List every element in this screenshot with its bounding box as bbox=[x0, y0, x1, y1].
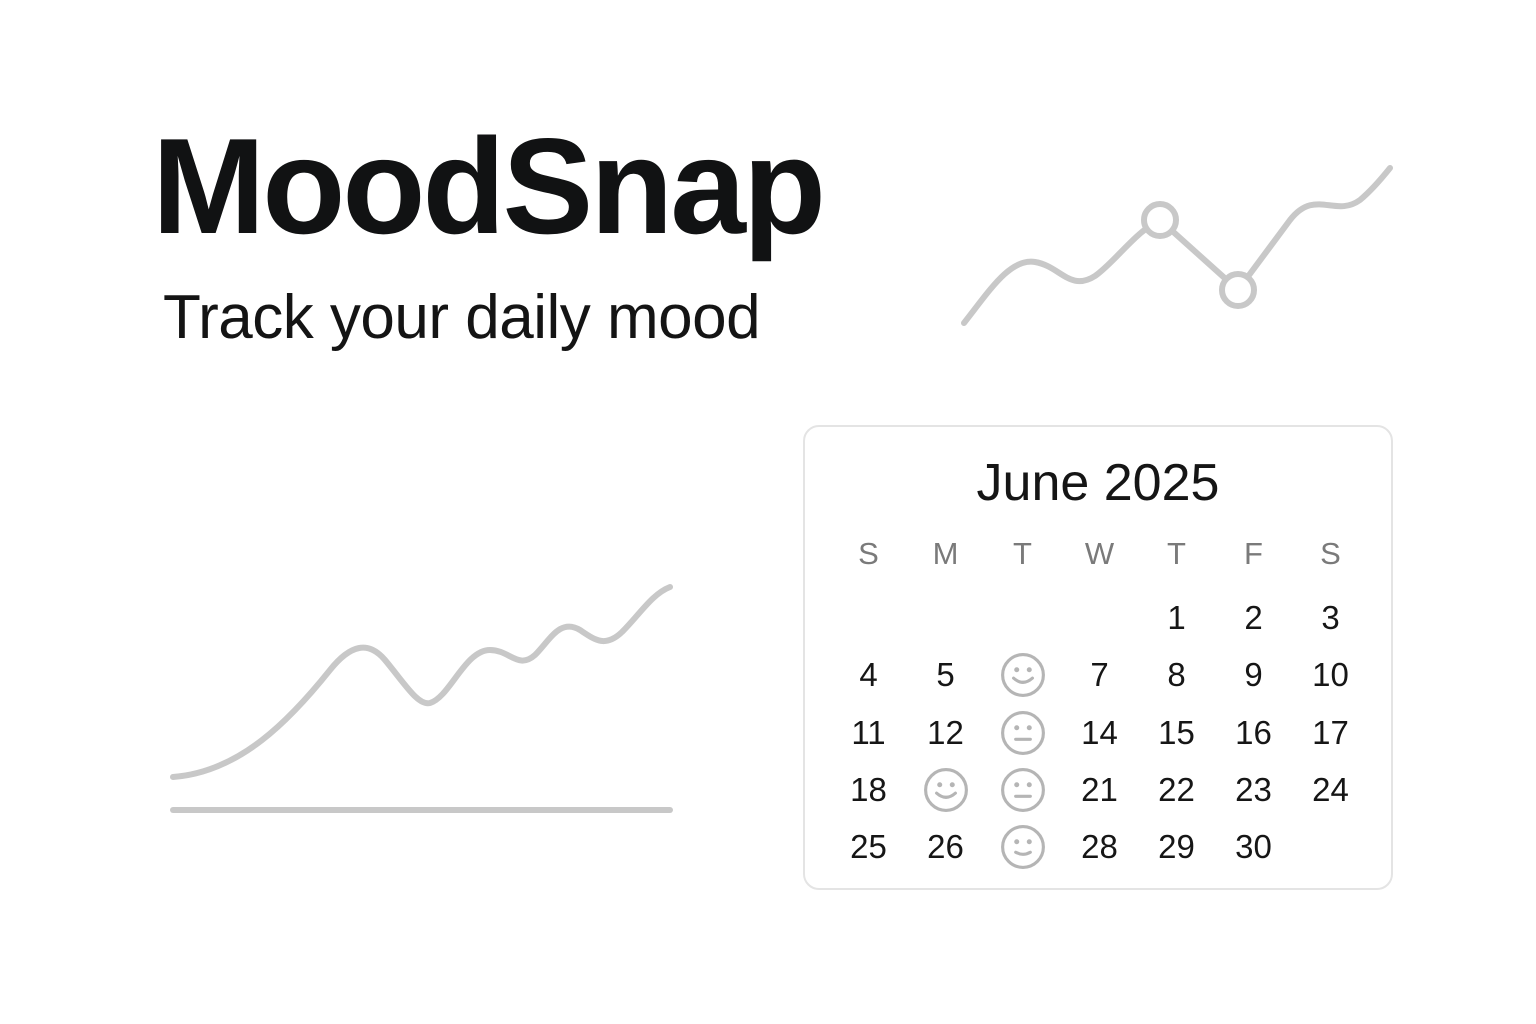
calendar-day-cell[interactable]: 11 bbox=[851, 714, 886, 751]
mood-day-cell[interactable] bbox=[984, 649, 1061, 701]
calendar-empty-cell bbox=[984, 592, 1061, 644]
calendar-day-cell[interactable]: 30 bbox=[1235, 828, 1272, 865]
calendar-day-cell[interactable]: 4 bbox=[859, 656, 878, 693]
calendar-day-cell[interactable]: 2 bbox=[1244, 599, 1263, 636]
calendar-day-cell[interactable]: 16 bbox=[1235, 714, 1272, 751]
neutral-face-icon bbox=[1000, 767, 1046, 813]
mood-trend-line bbox=[961, 165, 1393, 326]
calendar-day-cell[interactable]: 18 bbox=[850, 771, 887, 808]
calendar-empty-cell bbox=[1061, 592, 1138, 644]
weekday-sun: S bbox=[858, 536, 879, 571]
calendar-day-cell[interactable]: 8 bbox=[1167, 656, 1186, 693]
mood-day-cell[interactable] bbox=[907, 764, 984, 816]
calendar-card: June 2025 S M T W T F S 1 2 3 4 5 7 8 9 10 11 12 14… bbox=[803, 425, 1393, 890]
weekday-header: S M T W T F S bbox=[830, 537, 1369, 571]
calendar-month-label: June 2025 bbox=[976, 454, 1220, 512]
happy-face-icon bbox=[923, 767, 969, 813]
calendar-day-cell[interactable]: 3 bbox=[1321, 599, 1340, 636]
calendar-empty-cell bbox=[830, 592, 907, 644]
neutral-face-icon bbox=[1000, 710, 1046, 756]
weekday-wed: W bbox=[1084, 536, 1115, 571]
calendar-day-cell[interactable]: 9 bbox=[1244, 656, 1263, 693]
calendar-day-cell[interactable]: 29 bbox=[1158, 828, 1195, 865]
calendar-day-cell[interactable]: 1 bbox=[1167, 599, 1186, 636]
calendar-day-cell[interactable]: 5 bbox=[936, 656, 955, 693]
trend-marker-low bbox=[1219, 271, 1257, 309]
slight-smile-face-icon bbox=[1000, 824, 1046, 870]
calendar-empty-cell bbox=[1292, 821, 1369, 873]
mood-wave-line bbox=[170, 584, 673, 780]
calendar-week-row: 25 26 28 29 30 bbox=[830, 821, 1369, 873]
weekday-sat: S bbox=[1320, 536, 1341, 571]
calendar-day-cell[interactable]: 10 bbox=[1312, 656, 1349, 693]
trend-marker-high bbox=[1141, 201, 1179, 239]
mood-day-cell[interactable] bbox=[984, 764, 1061, 816]
mood-day-cell[interactable] bbox=[984, 821, 1061, 873]
app-subtitle: Track your daily mood bbox=[163, 283, 761, 352]
calendar-day-cell[interactable]: 15 bbox=[1158, 714, 1195, 751]
calendar-week-row: 4 5 7 8 9 10 bbox=[830, 649, 1369, 701]
weekday-mon: M bbox=[932, 536, 959, 571]
weekday-fri: F bbox=[1244, 536, 1263, 571]
calendar-day-cell[interactable]: 12 bbox=[927, 714, 964, 751]
calendar-day-cell[interactable]: 17 bbox=[1312, 714, 1349, 751]
calendar-week-row: 18 21 22 23 24 bbox=[830, 764, 1369, 816]
calendar-day-cell[interactable]: 28 bbox=[1081, 828, 1118, 865]
calendar-day-cell[interactable]: 7 bbox=[1090, 656, 1109, 693]
weekday-thu: T bbox=[1167, 536, 1186, 571]
calendar-day-cell[interactable]: 26 bbox=[927, 828, 964, 865]
calendar-empty-cell bbox=[907, 592, 984, 644]
calendar-week-row: 1 2 3 bbox=[830, 592, 1369, 644]
calendar-week-row: 11 12 14 15 16 17 bbox=[830, 707, 1369, 759]
app-title: MoodSnap bbox=[152, 110, 826, 262]
calendar-day-cell[interactable]: 14 bbox=[1081, 714, 1118, 751]
calendar-day-cell[interactable]: 23 bbox=[1235, 771, 1272, 808]
happy-face-icon bbox=[1000, 652, 1046, 698]
calendar-day-cell[interactable]: 21 bbox=[1081, 771, 1118, 808]
calendar-day-cell[interactable]: 22 bbox=[1158, 771, 1195, 808]
calendar-day-cell[interactable]: 24 bbox=[1312, 771, 1349, 808]
calendar-day-cell[interactable]: 25 bbox=[850, 828, 887, 865]
weekday-tue: T bbox=[1013, 536, 1032, 571]
mood-day-cell[interactable] bbox=[984, 707, 1061, 759]
